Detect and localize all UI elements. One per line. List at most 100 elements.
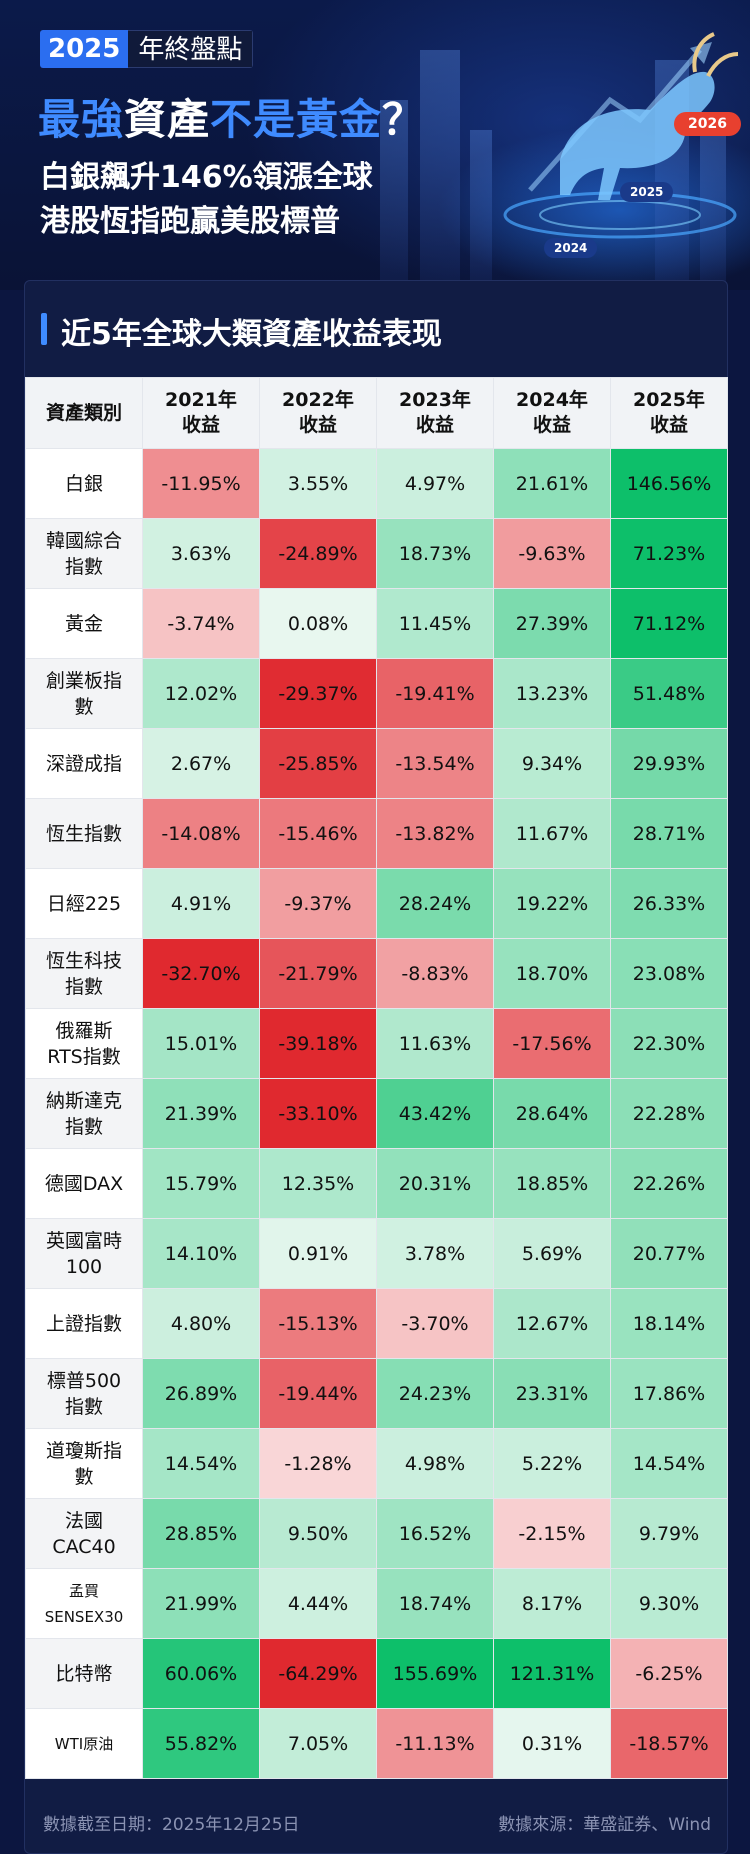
- table-row: 黃金 -3.74% 0.08% 11.45% 27.39% 71.12%: [25, 588, 728, 659]
- return-value-cell: 18.74%: [376, 1568, 494, 1639]
- column-header-year: 2023年 收益: [376, 377, 494, 449]
- return-value-cell: -17.56%: [493, 1008, 611, 1079]
- return-value-cell: 12.67%: [493, 1288, 611, 1359]
- year-tag-2026: 2026: [674, 112, 741, 136]
- title-part: 最強: [38, 95, 125, 144]
- return-value-cell: 146.56%: [610, 448, 728, 519]
- return-value-cell: 0.31%: [493, 1708, 611, 1779]
- return-value-cell: 23.31%: [493, 1358, 611, 1429]
- asset-name-cell: 上證指數: [25, 1288, 143, 1359]
- table-row: 深證成指 2.67% -25.85% -13.54% 9.34% 29.93%: [25, 728, 728, 799]
- return-value-cell: -13.54%: [376, 728, 494, 799]
- title-part: ？: [382, 95, 426, 144]
- table-row: 比特幣 60.06% -64.29% 155.69% 121.31% -6.25%: [25, 1638, 728, 1709]
- column-header-asset: 資產類別: [25, 377, 143, 449]
- return-value-cell: 18.73%: [376, 518, 494, 589]
- return-value-cell: 14.54%: [610, 1428, 728, 1499]
- badge-year: 2025: [40, 30, 129, 68]
- asset-name-cell: 恆生科技 指數: [25, 938, 143, 1009]
- asset-name-cell: 標普500 指數: [25, 1358, 143, 1429]
- return-value-cell: -39.18%: [259, 1008, 377, 1079]
- return-value-cell: 0.91%: [259, 1218, 377, 1289]
- subtitle-line-2: 港股恆指跑贏美股標普: [40, 204, 340, 239]
- return-value-cell: 14.10%: [142, 1218, 260, 1289]
- return-value-cell: -2.15%: [493, 1498, 611, 1569]
- return-value-cell: -9.63%: [493, 518, 611, 589]
- return-value-cell: 4.44%: [259, 1568, 377, 1639]
- section-accent-bar: [41, 313, 47, 345]
- return-value-cell: -15.46%: [259, 798, 377, 869]
- asset-name-cell: 黃金: [25, 588, 143, 659]
- year-review-badge: 2025 年終盤點: [40, 30, 254, 68]
- return-value-cell: 17.86%: [610, 1358, 728, 1429]
- return-value-cell: -6.25%: [610, 1638, 728, 1709]
- return-value-cell: 2.67%: [142, 728, 260, 799]
- return-value-cell: -11.95%: [142, 448, 260, 519]
- return-value-cell: 9.50%: [259, 1498, 377, 1569]
- returns-card: 近5年全球大類資產收益表现 資產類別 2021年 收益 2022年 收益 2023年 …: [24, 280, 728, 1854]
- return-value-cell: 4.97%: [376, 448, 494, 519]
- year-tag-2024: 2024: [544, 238, 598, 258]
- return-value-cell: 21.39%: [142, 1078, 260, 1149]
- table-row: 英國富時 100 14.10% 0.91% 3.78% 5.69% 20.77%: [25, 1218, 728, 1289]
- table-row: 恆生科技 指數 -32.70% -21.79% -8.83% 18.70% 23.08%: [25, 938, 728, 1009]
- year-tag-2025: 2025: [620, 182, 674, 202]
- return-value-cell: 21.99%: [142, 1568, 260, 1639]
- return-value-cell: 28.71%: [610, 798, 728, 869]
- return-value-cell: 18.85%: [493, 1148, 611, 1219]
- return-value-cell: -25.85%: [259, 728, 377, 799]
- section-title: 近5年全球大類資產收益表现: [61, 317, 442, 352]
- column-header-year: 2022年 收益: [259, 377, 377, 449]
- return-value-cell: -19.44%: [259, 1358, 377, 1429]
- return-value-cell: 43.42%: [376, 1078, 494, 1149]
- return-value-cell: 20.31%: [376, 1148, 494, 1219]
- table-row: 法國 CAC40 28.85% 9.50% 16.52% -2.15% 9.79%: [25, 1498, 728, 1569]
- data-source-note: 數據來源：華盛証券、Wind: [498, 1815, 711, 1835]
- asset-name-cell: 納斯達克 指數: [25, 1078, 143, 1149]
- return-value-cell: 23.08%: [610, 938, 728, 1009]
- badge-label: 年終盤點: [128, 30, 254, 68]
- return-value-cell: -13.82%: [376, 798, 494, 869]
- return-value-cell: 22.30%: [610, 1008, 728, 1079]
- asset-name-cell: 英國富時 100: [25, 1218, 143, 1289]
- column-header-year: 2025年 收益: [610, 377, 728, 449]
- table-row: 創業板指 數 12.02% -29.37% -19.41% 13.23% 51.48%: [25, 658, 728, 729]
- return-value-cell: 71.12%: [610, 588, 728, 659]
- return-value-cell: -11.13%: [376, 1708, 494, 1779]
- asset-name-cell: 俄羅斯 RTS指數: [25, 1008, 143, 1079]
- asset-name-cell: 道瓊斯指 數: [25, 1428, 143, 1499]
- asset-name-cell: 韓國綜合 指數: [25, 518, 143, 589]
- asset-name-cell: WTI原油: [25, 1708, 143, 1779]
- return-value-cell: 28.64%: [493, 1078, 611, 1149]
- returns-table: 資產類別 2021年 收益 2022年 收益 2023年 收益 2024年 收益 2025…: [25, 377, 728, 1779]
- return-value-cell: 51.48%: [610, 658, 728, 729]
- subtitle-line-1: 白銀飆升146%領漲全球: [40, 160, 373, 195]
- return-value-cell: 12.02%: [142, 658, 260, 729]
- table-row: 標普500 指數 26.89% -19.44% 24.23% 23.31% 17.86%: [25, 1358, 728, 1429]
- asset-name-cell: 德國DAX: [25, 1148, 143, 1219]
- return-value-cell: 4.80%: [142, 1288, 260, 1359]
- table-row: WTI原油 55.82% 7.05% -11.13% 0.31% -18.57%: [25, 1708, 728, 1779]
- table-row: 恆生指數 -14.08% -15.46% -13.82% 11.67% 28.71%: [25, 798, 728, 869]
- return-value-cell: -15.13%: [259, 1288, 377, 1359]
- return-value-cell: 7.05%: [259, 1708, 377, 1779]
- return-value-cell: 9.34%: [493, 728, 611, 799]
- return-value-cell: -18.57%: [610, 1708, 728, 1779]
- return-value-cell: 4.91%: [142, 868, 260, 939]
- table-row: 俄羅斯 RTS指數 15.01% -39.18% 11.63% -17.56% 22.30…: [25, 1008, 728, 1079]
- return-value-cell: 3.55%: [259, 448, 377, 519]
- hero-banner: 2025 年終盤點 最強資產不是黃金？ 白銀飆升146%領漲全球 港股恆指跑贏美…: [0, 0, 750, 290]
- return-value-cell: 13.23%: [493, 658, 611, 729]
- return-value-cell: 55.82%: [142, 1708, 260, 1779]
- asset-name-cell: 比特幣: [25, 1638, 143, 1709]
- column-header-year: 2021年 收益: [142, 377, 260, 449]
- data-date-note: 數據截至日期：2025年12月25日: [43, 1815, 300, 1835]
- return-value-cell: -29.37%: [259, 658, 377, 729]
- table-row: 道瓊斯指 數 14.54% -1.28% 4.98% 5.22% 14.54%: [25, 1428, 728, 1499]
- return-value-cell: 14.54%: [142, 1428, 260, 1499]
- table-header-row: 資產類別 2021年 收益 2022年 收益 2023年 收益 2024年 收益 2025…: [25, 377, 728, 449]
- return-value-cell: 5.22%: [493, 1428, 611, 1499]
- return-value-cell: 24.23%: [376, 1358, 494, 1429]
- return-value-cell: 5.69%: [493, 1218, 611, 1289]
- return-value-cell: 11.67%: [493, 798, 611, 869]
